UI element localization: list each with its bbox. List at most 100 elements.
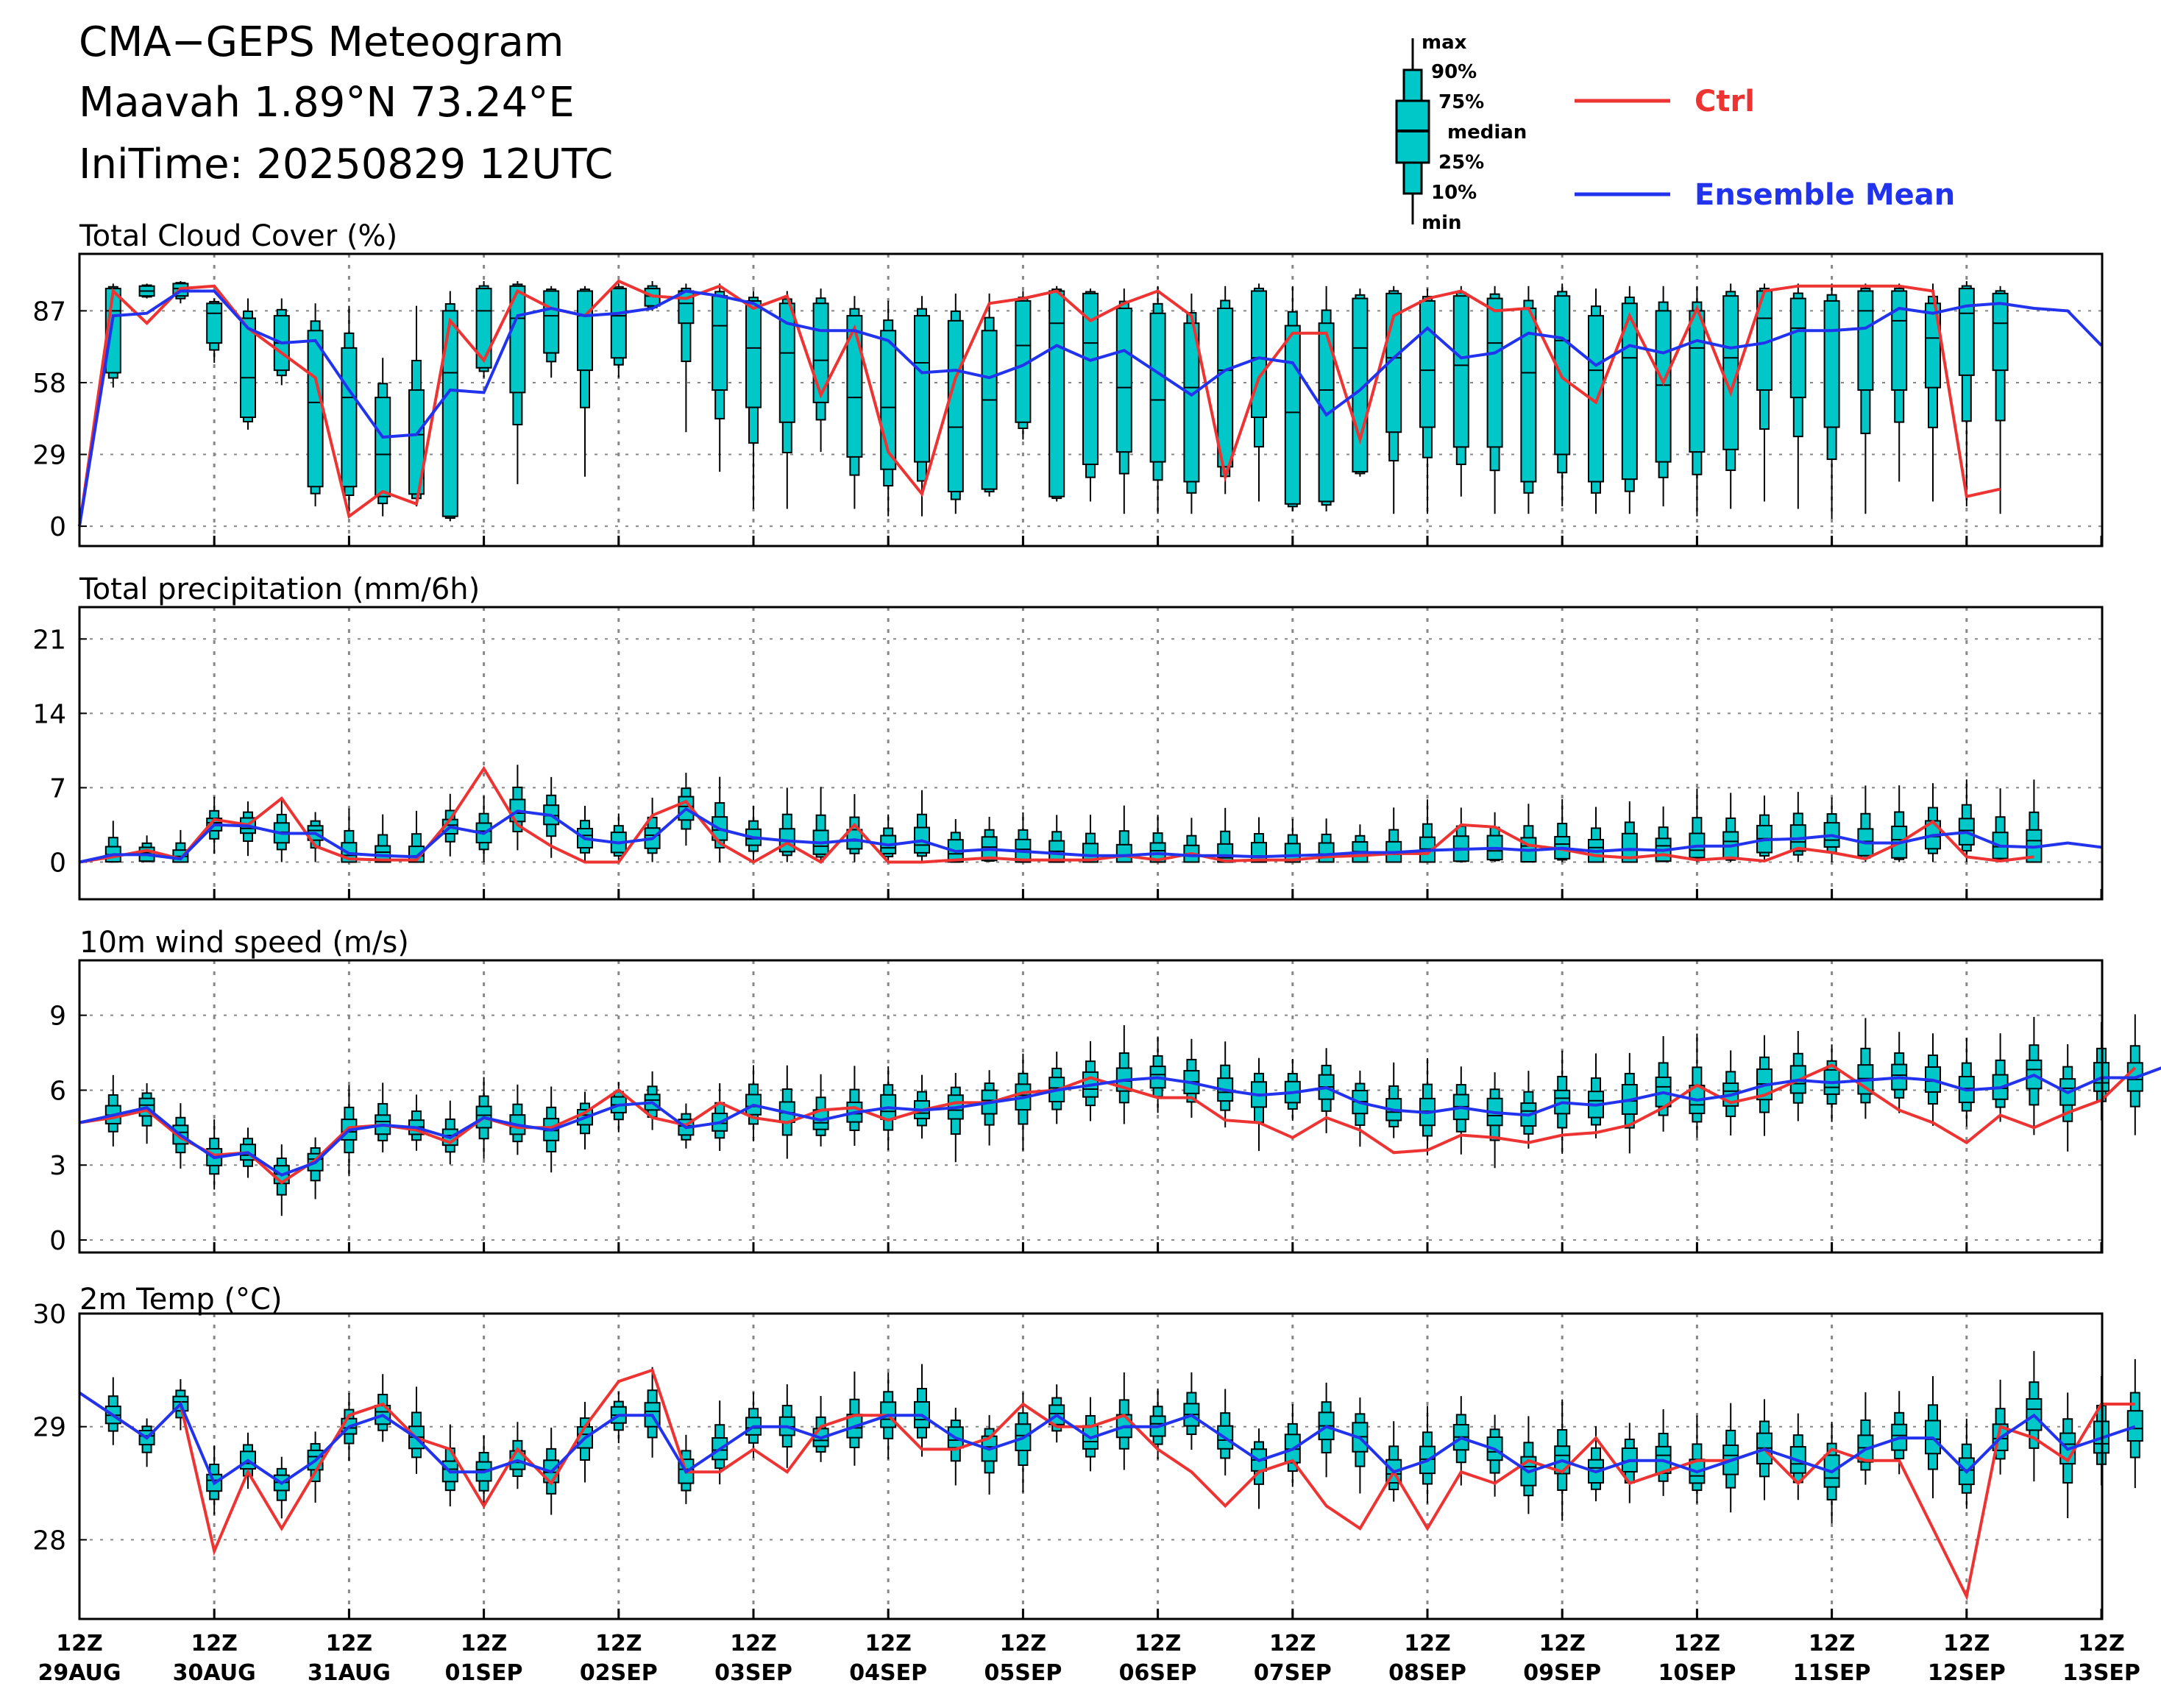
ensemble-box: [307, 1137, 324, 1200]
ensemble-box: [1149, 1036, 1166, 1113]
ensemble-box: [408, 305, 425, 507]
ensemble-box: [1419, 1057, 1436, 1156]
ensemble-box: [1318, 1382, 1335, 1478]
x-tick-label: 12Z 05SEP: [984, 1631, 1062, 1686]
ensemble-box: [1115, 288, 1132, 514]
ensemble-box: [1756, 795, 1773, 862]
x-tick-date: 11SEP: [1793, 1660, 1871, 1686]
ensemble-box: [947, 1073, 964, 1163]
box-inner: [509, 285, 526, 394]
ensemble-box: [1722, 793, 1739, 862]
ensemble-box: [1015, 1392, 1032, 1493]
box-inner: [1251, 290, 1267, 419]
x-tick-hour: 12Z: [1943, 1631, 1990, 1656]
ensemble-box: [1689, 788, 1706, 862]
ensemble-box: [1385, 1062, 1402, 1138]
x-tick-label: 12Z 01SEP: [445, 1631, 523, 1686]
x-tick-hour: 12Z: [461, 1631, 508, 1656]
ensemble-box: [1655, 1036, 1672, 1132]
legend-mean-label: Ensemble Mean: [1695, 178, 1955, 212]
x-tick-hour: 12Z: [730, 1631, 777, 1656]
panel-frame: [78, 252, 2104, 548]
ensemble-box: [475, 281, 492, 378]
mean-series-line: [79, 1066, 2161, 1177]
x-tick-date: 08SEP: [1388, 1660, 1466, 1686]
x-tick-label: 12Z 30AUG: [173, 1631, 256, 1686]
ensemble-box: [1149, 286, 1166, 514]
ensemble-box: [341, 305, 358, 511]
x-axis: 12Z 29AUG 12Z 30AUG 12Z 31AUG 12Z 01SEP 12Z 02SEP…: [38, 1631, 2140, 1686]
ensemble-box: [947, 293, 964, 514]
box-inner: [1958, 288, 1975, 376]
box-inner: [947, 319, 964, 492]
ensemble-box: [1621, 801, 1638, 863]
ensemble-box: [914, 1364, 930, 1457]
init-time-label: IniTime: 20250829 12UTC: [79, 141, 614, 188]
ensemble-box: [1217, 807, 1234, 863]
y-tick-label: 14: [32, 699, 66, 729]
box-inner: [1789, 297, 1806, 399]
ensemble-box: [745, 291, 762, 509]
ensemble-box: [914, 1074, 930, 1139]
ensemble-box: [1217, 1389, 1234, 1475]
panel-title: 2m Temp (°C): [79, 1283, 283, 1317]
ensemble-box: [1958, 1418, 1975, 1509]
box-inner: [1149, 312, 1166, 463]
location-label: Maavah 1.89°N 73.24°E: [79, 79, 575, 127]
ensemble-box: [1789, 283, 1806, 509]
box-inner: [577, 290, 593, 372]
box-inner: [1284, 843, 1301, 863]
box-inner: [543, 290, 560, 354]
ensemble-box: [1352, 1397, 1369, 1494]
ensemble-box: [543, 286, 560, 378]
ensemble-box: [745, 1065, 762, 1142]
ensemble-box: [1992, 788, 2009, 862]
box-inner: [1183, 322, 1200, 483]
ensemble-box: [846, 296, 863, 509]
ensemble-box: [1655, 1408, 1672, 1496]
panel-3: 10m wind speed (m/s) 0 3 6 9: [49, 926, 2161, 1256]
ensemble-box: [1486, 286, 1503, 514]
ensemble-box: [1958, 1038, 1975, 1127]
x-tick-label: 12Z 08SEP: [1388, 1631, 1466, 1686]
ensemble-box: [812, 288, 829, 453]
x-tick-hour: 12Z: [865, 1631, 912, 1656]
ensemble-box: [2126, 1358, 2143, 1489]
ensemble-box: [1958, 281, 1975, 507]
ensemble-box: [1318, 286, 1335, 511]
ensemble-box: [1251, 1057, 1267, 1152]
ensemble-box: [138, 835, 155, 862]
ensemble-box: [1789, 1030, 1806, 1121]
ensemble-box: [1689, 286, 1706, 517]
y-tick-label: 0: [49, 1226, 66, 1256]
box-inner: [1857, 290, 1874, 391]
ensemble-box: [1857, 785, 1874, 862]
box-inner: [1082, 292, 1099, 465]
box-inner: [745, 300, 762, 408]
box-inner: [812, 302, 829, 403]
y-tick-label: 0: [49, 512, 66, 542]
ensemble-box: [509, 1084, 526, 1155]
ensemble-box: [812, 1074, 829, 1147]
legend-box-label: median: [1447, 121, 1527, 143]
ensemble-box: [914, 790, 930, 862]
legend-box-label: 75%: [1438, 91, 1484, 113]
ensemble-box: [509, 765, 526, 851]
box-inner: [240, 317, 256, 419]
ensemble-box: [441, 1100, 458, 1165]
ensemble-box: [1789, 1413, 1806, 1500]
ensemble-box: [1520, 286, 1537, 514]
ensemble-box: [104, 1074, 121, 1147]
box-inner: [914, 315, 930, 463]
panel-title: 10m wind speed (m/s): [79, 926, 409, 960]
ensemble-box: [981, 293, 998, 497]
panel-title: Total precipitation (mm/6h): [79, 573, 480, 606]
ensemble-box: [1958, 779, 1975, 862]
ensemble-box: [1857, 283, 1874, 514]
ensemble-box: [1891, 785, 1908, 862]
ensemble-box: [644, 1071, 661, 1130]
box-inner: [375, 397, 391, 497]
y-tick-label: 9: [49, 1002, 66, 1032]
y-tick-label: 58: [32, 369, 66, 399]
